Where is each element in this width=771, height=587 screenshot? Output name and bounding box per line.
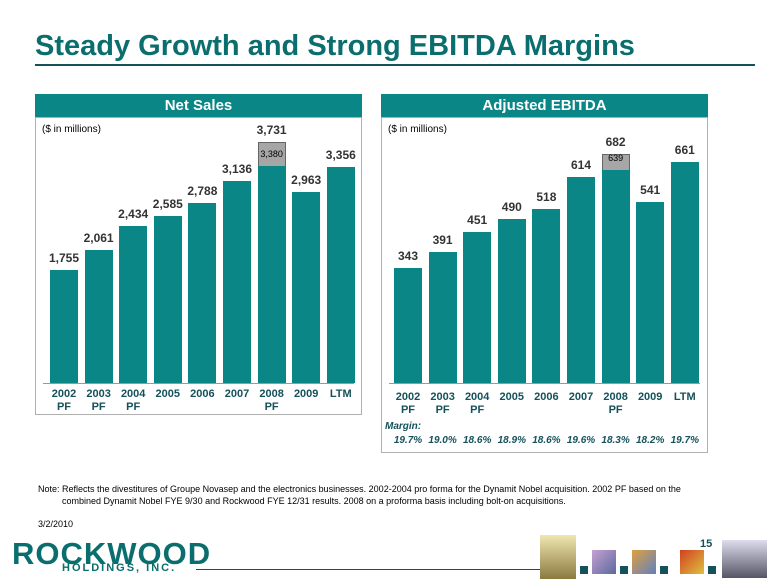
value-label: 451 xyxy=(467,212,488,227)
bar-addon xyxy=(601,154,630,170)
x-tick-label: 2008 PF xyxy=(603,391,628,416)
x-tick-label: 2002 PF xyxy=(51,388,77,413)
margin-label: 18.6% xyxy=(532,435,561,446)
x-tick-label: 2003 PF xyxy=(86,388,111,413)
bar xyxy=(567,177,595,383)
value-label: 391 xyxy=(432,232,453,247)
x-tick-label: LTM xyxy=(673,391,696,403)
baseline xyxy=(389,383,700,384)
value-label: 490 xyxy=(501,199,522,214)
value-label: 3,356 xyxy=(325,147,356,162)
units-note: ($ in millions) xyxy=(388,124,447,135)
title-rule xyxy=(35,64,755,66)
margin-label: 18.9% xyxy=(497,435,526,446)
units-note: ($ in millions) xyxy=(42,124,101,135)
logo-subtitle: HOLDINGS, INC. xyxy=(62,562,177,574)
footnote: Note: Reflects the divestitures of Group… xyxy=(38,484,681,506)
x-tick-label: 2005 xyxy=(155,388,181,400)
value-label: 2,788 xyxy=(187,184,218,199)
bar xyxy=(84,250,113,383)
bar xyxy=(119,226,148,383)
value-label: 2,585 xyxy=(152,197,183,212)
bar xyxy=(428,251,457,383)
bar xyxy=(601,168,630,383)
x-tick-label: 2004 PF xyxy=(464,391,490,416)
bar xyxy=(532,209,561,383)
bullet-square xyxy=(708,566,716,574)
value-label: 2,963 xyxy=(291,172,322,187)
x-tick-label: 2006 xyxy=(534,391,559,403)
value-label: 682 xyxy=(605,135,626,150)
bar xyxy=(463,231,492,383)
margin-label: 19.6% xyxy=(566,435,596,446)
x-tick-label: 2007 xyxy=(224,388,250,400)
panel-box xyxy=(381,117,708,453)
value-label: 2,061 xyxy=(83,231,114,246)
bar xyxy=(394,268,422,383)
photo xyxy=(680,550,704,574)
x-tick-label: 2007 xyxy=(568,391,594,403)
x-tick-label: 2002 PF xyxy=(395,391,421,416)
baseline xyxy=(43,383,354,384)
margin-label: 18.6% xyxy=(463,435,492,446)
value-label: 518 xyxy=(536,190,557,205)
bar xyxy=(223,180,251,383)
panel-header: Adjusted EBITDA xyxy=(381,94,708,117)
bar xyxy=(636,201,665,383)
bar xyxy=(188,203,217,383)
margin-label: 18.2% xyxy=(636,435,665,446)
date: 3/2/2010 xyxy=(38,519,74,529)
x-tick-label: LTM xyxy=(329,388,352,400)
value-label: 661 xyxy=(674,142,695,157)
value-label: 1,755 xyxy=(48,250,80,265)
value-label: 3,136 xyxy=(221,161,253,176)
photo xyxy=(722,540,767,578)
bar xyxy=(497,218,526,383)
margin-label: 18.3% xyxy=(601,435,630,446)
bar xyxy=(670,161,699,383)
photo xyxy=(540,535,576,579)
bar-addon xyxy=(257,142,286,166)
x-tick-label: 2006 xyxy=(190,388,215,400)
photo xyxy=(592,550,616,574)
bar xyxy=(50,269,78,383)
bullet-square xyxy=(620,566,628,574)
value-label: 614 xyxy=(570,158,592,173)
panel-box xyxy=(35,117,362,415)
x-tick-label: 2005 xyxy=(499,391,525,403)
bullet-square xyxy=(660,566,668,574)
bullet-square xyxy=(580,566,588,574)
logo-name: ROCKWOOD xyxy=(12,536,212,571)
page-number: 15 xyxy=(700,538,713,550)
margin-label: 19.0% xyxy=(428,435,457,446)
slide-title: Steady Growth and Strong EBITDA Margins xyxy=(35,30,635,62)
value-label: 3,731 xyxy=(256,123,287,138)
value-label: 541 xyxy=(640,182,661,197)
x-tick-label: 2003 PF xyxy=(430,391,455,416)
margin-label: 19.7% xyxy=(670,435,699,446)
x-tick-label: 2009 xyxy=(637,391,663,403)
x-tick-label: 2009 xyxy=(293,388,319,400)
panel-header: Net Sales xyxy=(35,94,362,117)
bar xyxy=(153,216,182,383)
bar xyxy=(257,164,286,383)
margin-title: Margin: xyxy=(385,421,422,432)
photo xyxy=(632,550,656,574)
value-label: 343 xyxy=(397,249,419,264)
x-tick-label: 2004 PF xyxy=(120,388,146,413)
inner-value-label: 3,380 xyxy=(260,148,283,159)
footer-rule xyxy=(196,569,541,570)
x-tick-label: 2008 PF xyxy=(259,388,284,413)
bar xyxy=(326,166,355,383)
bar xyxy=(292,191,321,383)
margin-label: 19.7% xyxy=(393,435,423,446)
inner-value-label: 639 xyxy=(608,152,624,163)
value-label: 2,434 xyxy=(118,207,149,221)
